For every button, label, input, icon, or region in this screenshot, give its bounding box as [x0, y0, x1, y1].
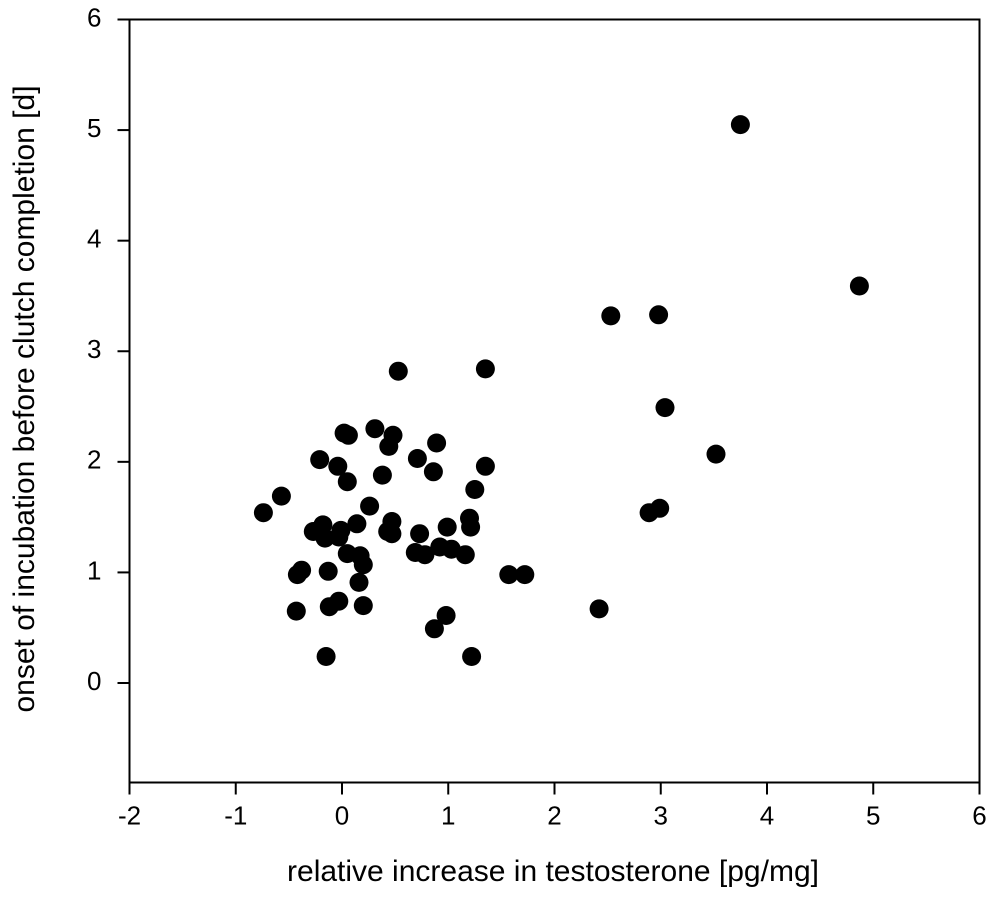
data-point	[655, 398, 675, 418]
data-point	[424, 619, 444, 639]
data-point	[315, 528, 335, 548]
data-point	[601, 306, 621, 326]
data-point	[379, 436, 399, 456]
data-point	[372, 465, 392, 485]
data-point	[410, 524, 430, 544]
ticks-layer: -2 -1 0 1 2 3 4 5 6 0 1 2 3 4 5 6	[87, 2, 987, 830]
data-point	[730, 115, 750, 135]
data-point	[318, 561, 338, 581]
data-point	[650, 498, 670, 518]
data-point	[365, 419, 385, 439]
data-points	[253, 115, 869, 666]
x-tick-label: 2	[547, 801, 561, 831]
data-point	[462, 647, 482, 666]
y-tick-label: 1	[87, 555, 101, 585]
data-point	[461, 517, 481, 537]
data-point	[436, 606, 456, 625]
data-point	[427, 433, 447, 453]
data-point	[338, 425, 358, 445]
y-tick-label: 5	[87, 113, 101, 143]
data-point	[271, 486, 291, 506]
y-axis-title: onset of incubation before clutch comple…	[8, 85, 41, 712]
data-point	[310, 450, 330, 470]
data-point	[382, 524, 402, 544]
x-axis-title: relative increase in testosterone [pg/mg…	[287, 855, 819, 888]
x-tick-label: -1	[224, 801, 247, 831]
x-tick-label: 1	[441, 801, 455, 831]
data-point	[475, 456, 495, 476]
x-tick-label: 6	[972, 801, 986, 831]
data-point	[328, 456, 348, 476]
data-point	[319, 597, 339, 617]
data-point	[360, 496, 380, 516]
data-point	[475, 359, 495, 379]
x-tick-label: -2	[118, 801, 141, 831]
data-point	[388, 361, 408, 381]
data-point	[353, 555, 373, 575]
data-point	[286, 601, 306, 621]
data-point	[649, 305, 669, 325]
data-point	[347, 514, 367, 534]
data-point	[353, 596, 373, 616]
data-point	[415, 545, 435, 565]
data-point	[437, 517, 457, 537]
x-tick-label: 5	[866, 801, 880, 831]
data-point	[316, 647, 336, 666]
x-tick-label: 4	[760, 801, 774, 831]
y-tick-label: 0	[87, 666, 101, 696]
y-tick-label: 3	[87, 334, 101, 364]
y-tick-label: 4	[87, 224, 101, 254]
x-tick-label: 3	[654, 801, 668, 831]
data-point	[407, 449, 427, 468]
y-tick-label: 6	[87, 2, 101, 32]
plot-frame	[128, 18, 981, 784]
x-tick-label: 0	[335, 801, 349, 831]
data-point	[706, 444, 726, 464]
data-point	[423, 462, 443, 482]
y-tick-label: 2	[87, 445, 101, 475]
data-point	[253, 503, 273, 523]
data-point	[589, 599, 609, 619]
data-point	[465, 480, 485, 499]
data-point	[287, 565, 307, 585]
data-point	[337, 472, 357, 492]
data-point	[849, 276, 869, 296]
data-point	[499, 565, 519, 585]
data-point	[455, 545, 475, 565]
data-point	[349, 572, 369, 592]
data-point	[329, 527, 349, 547]
data-point	[515, 565, 535, 585]
